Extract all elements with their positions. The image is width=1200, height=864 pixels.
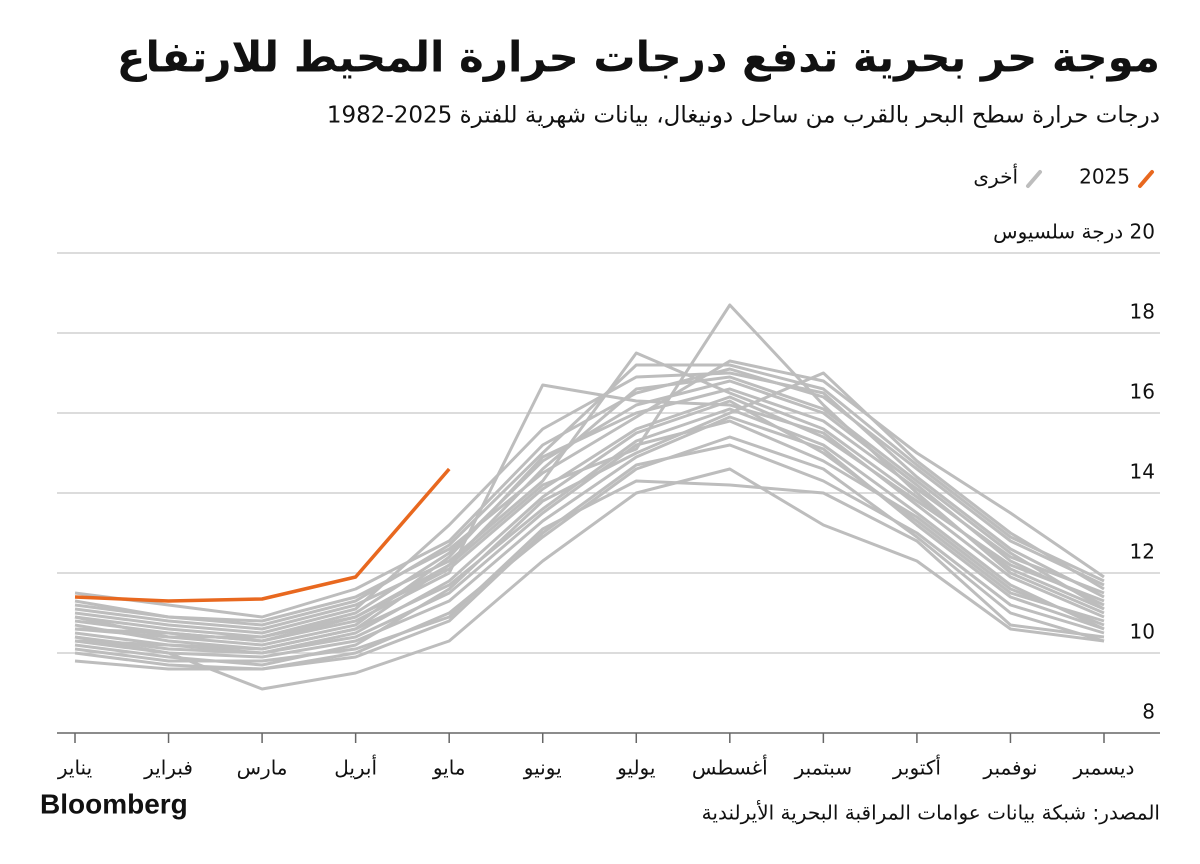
other-year-line bbox=[74, 387, 1105, 647]
line-2025 bbox=[74, 467, 451, 603]
x-tick-label: فبراير bbox=[143, 756, 193, 780]
brand: Bloomberg bbox=[40, 788, 188, 819]
other-year-line bbox=[74, 407, 1105, 651]
y-tick-label: 8 bbox=[1142, 700, 1155, 724]
legend-swatch bbox=[1138, 170, 1154, 188]
x-tick-label: يونيو bbox=[523, 756, 562, 780]
other-year-line bbox=[74, 415, 1105, 659]
x-tick-label: أكتوبر bbox=[892, 755, 941, 780]
x-tick-label: يوليو bbox=[616, 756, 655, 780]
other-year-line bbox=[74, 363, 1105, 627]
x-tick-label: نوفمبر bbox=[982, 756, 1037, 780]
other-year-line bbox=[74, 375, 1105, 639]
other-year-line bbox=[74, 479, 1105, 663]
other-year-line bbox=[74, 395, 1105, 643]
x-tick-label: مارس bbox=[237, 756, 288, 780]
x-tick-label: سبتمبر bbox=[794, 756, 852, 780]
y-tick-label: 10 bbox=[1130, 620, 1155, 644]
y-tick-label: 18 bbox=[1130, 300, 1155, 324]
y-tick-label: 16 bbox=[1130, 380, 1155, 404]
legend-label: 2025 bbox=[1079, 165, 1130, 189]
x-tick-label: يناير bbox=[57, 756, 92, 780]
x-tick-label: مايو bbox=[432, 756, 466, 780]
y-tick-label: 20 درجة سلسيوس bbox=[993, 220, 1155, 244]
chart-title: موجة حر بحرية تدفع درجات حرارة المحيط لل… bbox=[117, 33, 1160, 83]
x-tick-label: ديسمبر bbox=[1073, 756, 1135, 780]
other-year-line bbox=[74, 399, 1105, 655]
y-tick-label: 12 bbox=[1130, 540, 1155, 564]
x-tick-label: أبريل bbox=[334, 755, 377, 780]
other-year-line bbox=[74, 371, 1105, 635]
other-year-line bbox=[74, 467, 1105, 691]
legend-label: أخرى bbox=[973, 164, 1018, 189]
chart-subtitle: درجات حرارة سطح البحر بالقرب من ساحل دون… bbox=[327, 103, 1160, 129]
source: المصدر: شبكة بيانات عوامات المراقبة البح… bbox=[702, 801, 1160, 825]
y-tick-label: 14 bbox=[1130, 460, 1155, 484]
other-year-line bbox=[74, 371, 1105, 667]
other-year-line bbox=[74, 443, 1105, 671]
other-year-line bbox=[74, 351, 1105, 631]
legend-swatch bbox=[1026, 170, 1042, 188]
x-tick-label: أغسطس bbox=[692, 755, 768, 780]
other-year-line bbox=[74, 359, 1105, 623]
